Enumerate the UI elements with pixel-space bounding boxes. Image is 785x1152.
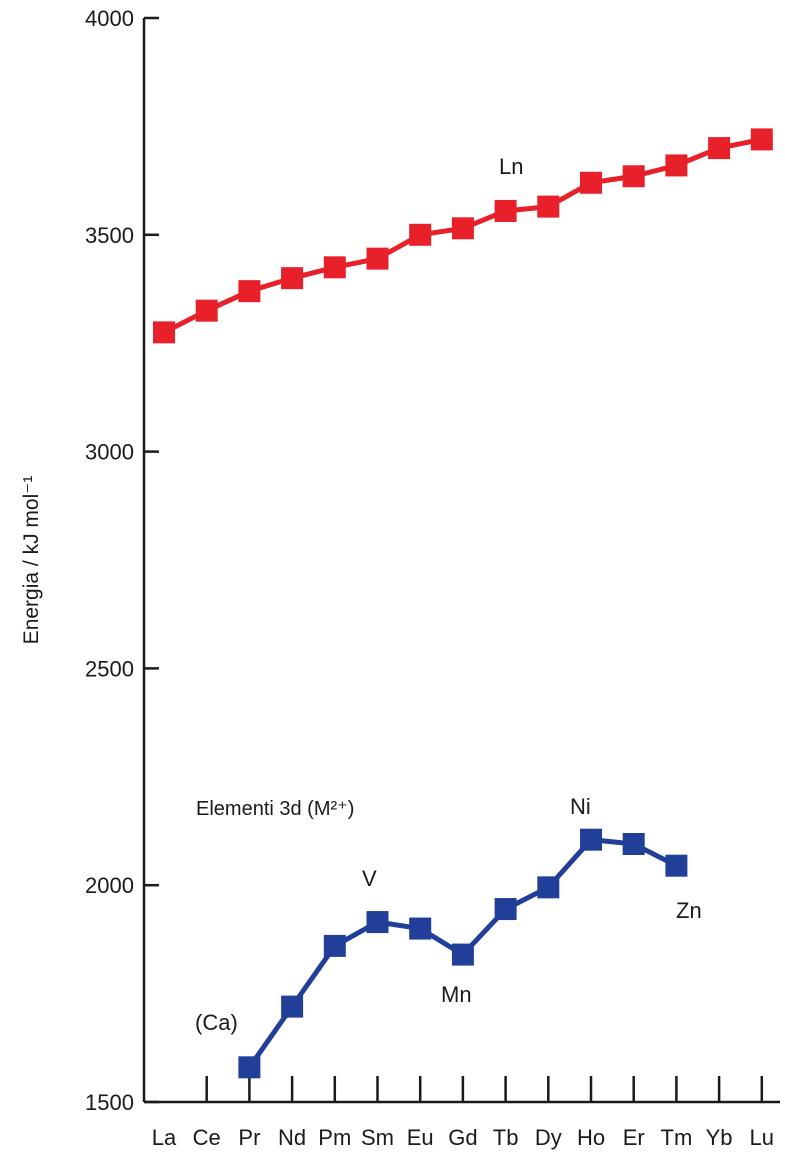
data-point (622, 833, 645, 856)
data-point (153, 321, 175, 344)
data-point (580, 171, 602, 194)
data-point (494, 199, 517, 222)
x-tick-label: Ho (577, 1125, 605, 1150)
data-point (451, 943, 474, 966)
y-tick-label: 4000 (85, 6, 134, 31)
data-point (750, 128, 773, 151)
x-tick-label: Sm (361, 1125, 394, 1150)
data-point (451, 217, 474, 240)
x-tick-label: Er (623, 1125, 645, 1150)
annotation-ni: Ni (570, 794, 591, 819)
data-point (537, 195, 560, 218)
annotation-d-series: Elementi 3d (M²⁺) (196, 798, 354, 820)
x-tick-label: Pm (318, 1125, 351, 1150)
annotations: Ln Elementi 3d (M²⁺) (Ca) V Mn Ni Zn (195, 154, 702, 1035)
annotation-ln: Ln (499, 154, 523, 179)
x-tick-label: Gd (448, 1125, 477, 1150)
data-point (281, 995, 304, 1018)
annotation-ca: (Ca) (195, 1010, 238, 1035)
data-point (622, 165, 645, 188)
data-point (366, 911, 389, 934)
data-point (195, 299, 218, 322)
y-tick-label: 2000 (85, 873, 134, 898)
data-point (323, 934, 346, 957)
data-point (708, 137, 731, 160)
series-0 (153, 128, 773, 344)
x-tick-label: Pr (238, 1125, 260, 1150)
x-tick-label: Dy (535, 1125, 562, 1150)
annotation-v: V (362, 866, 377, 891)
data-point (665, 854, 688, 877)
x-tick-label: Ce (193, 1125, 221, 1150)
x-tick-label: Tb (493, 1125, 519, 1150)
y-tick-label: 2500 (85, 656, 134, 681)
y-ticks: 1500 2000 2500 3000 3500 4000 (85, 6, 159, 1115)
x-tick-label: Lu (750, 1125, 774, 1150)
y-axis-label: Energia / kJ mol⁻¹ (20, 476, 43, 645)
data-point (409, 223, 432, 246)
data-point (238, 1056, 261, 1079)
series-layer (153, 128, 773, 1079)
data-point (323, 256, 346, 279)
data-point (366, 247, 389, 270)
data-point (281, 267, 304, 290)
data-point (665, 154, 688, 177)
y-tick-label: 3500 (85, 223, 134, 248)
data-point (580, 828, 602, 851)
annotation-mn: Mn (441, 982, 472, 1007)
annotation-zn: Zn (676, 898, 702, 923)
x-tick-label: Eu (407, 1125, 434, 1150)
x-tick-label: Tm (661, 1125, 693, 1150)
x-tick-label: Yb (706, 1125, 733, 1150)
x-tick-label: La (152, 1125, 177, 1150)
data-point (537, 876, 560, 899)
series-1 (238, 828, 688, 1079)
data-point (494, 898, 517, 921)
x-tick-label: Nd (278, 1125, 306, 1150)
y-tick-label: 1500 (85, 1090, 134, 1115)
data-point (409, 917, 432, 940)
data-point (238, 280, 261, 303)
y-tick-label: 3000 (85, 440, 134, 465)
x-ticks: La Ce Pr Nd Pm Sm Eu Gd Tb Dy Ho Er Tm Yb Lu (152, 1076, 774, 1150)
axes (142, 18, 780, 1104)
